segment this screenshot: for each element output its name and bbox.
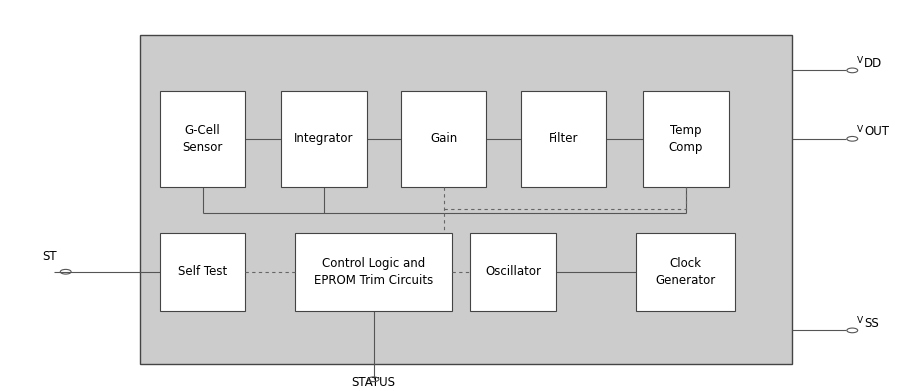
Bar	[295, 233, 452, 311]
Text: V: V	[857, 124, 863, 134]
Text: V: V	[857, 316, 863, 325]
Bar	[643, 91, 729, 187]
Text: Control Logic and
EPROM Trim Circuits: Control Logic and EPROM Trim Circuits	[314, 257, 433, 287]
Text: Clock
Generator: Clock Generator	[656, 257, 716, 287]
Text: G-Cell
Sensor: G-Cell Sensor	[183, 124, 222, 154]
Text: DD: DD	[864, 57, 882, 70]
Bar	[470, 233, 555, 311]
Bar	[140, 35, 792, 364]
Text: Integrator: Integrator	[294, 132, 354, 145]
Text: Temp
Comp: Temp Comp	[669, 124, 703, 154]
Text: OUT: OUT	[864, 125, 889, 138]
Text: Filter: Filter	[549, 132, 578, 145]
Text: ST: ST	[42, 249, 57, 263]
Text: STATUS: STATUS	[352, 376, 395, 389]
Bar	[401, 91, 486, 187]
Bar	[636, 233, 735, 311]
Bar	[281, 91, 367, 187]
Bar	[520, 91, 607, 187]
Text: Gain: Gain	[430, 132, 457, 145]
Text: Self Test: Self Test	[178, 265, 227, 278]
Text: V: V	[857, 56, 863, 65]
Bar	[160, 91, 245, 187]
Text: SS: SS	[864, 317, 878, 330]
Text: Oscillator: Oscillator	[485, 265, 541, 278]
Bar	[160, 233, 245, 311]
